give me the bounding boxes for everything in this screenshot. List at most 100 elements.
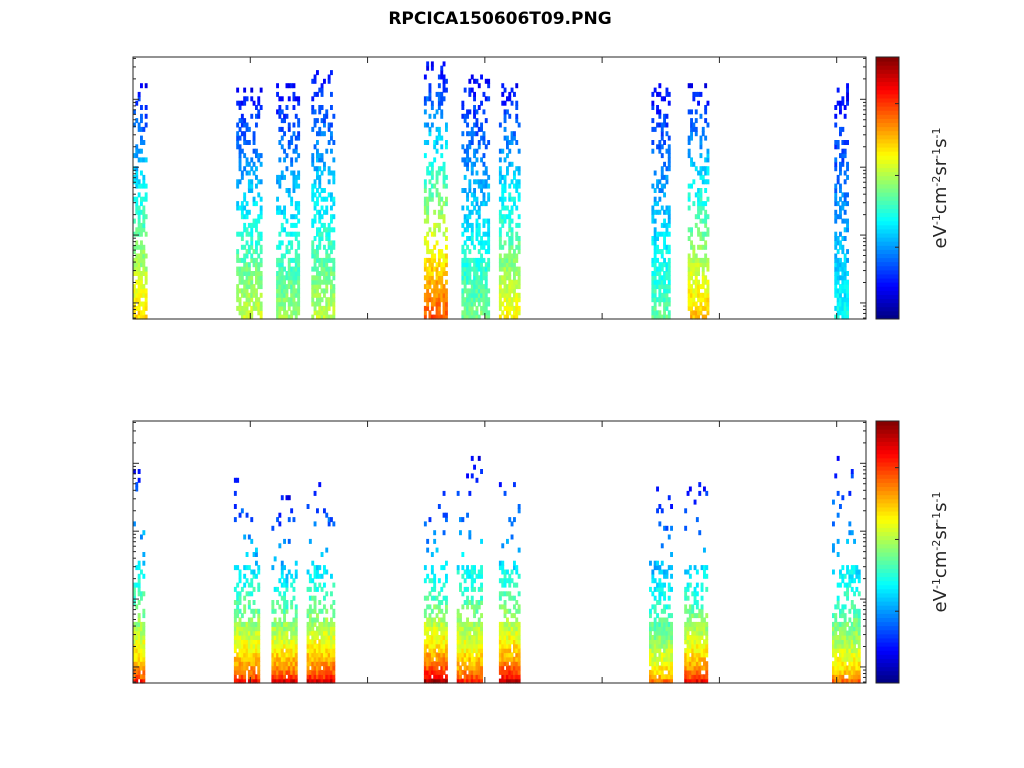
flux-bin: [480, 257, 483, 263]
flux-bin: [442, 183, 446, 189]
flux-bin: [658, 669, 662, 675]
flux-bin: [651, 288, 655, 294]
flux-bin: [278, 639, 282, 645]
flux-bin: [687, 83, 691, 89]
flux-bin: [245, 552, 249, 557]
colorbar-step: [876, 445, 899, 451]
flux-bin: [515, 626, 519, 632]
flux-bin: [510, 161, 514, 167]
flux-bin: [456, 669, 460, 675]
flux-bin: [318, 305, 322, 311]
flux-bin: [423, 656, 427, 662]
flux-bin: [480, 266, 483, 272]
flux-bin: [656, 669, 659, 675]
flux-bin: [477, 573, 481, 579]
flux-bin: [140, 170, 143, 176]
flux-bin: [423, 314, 427, 320]
flux-bin: [653, 669, 657, 675]
flux-bin: [330, 249, 333, 255]
flux-bin: [498, 170, 502, 176]
flux-bin: [313, 192, 317, 198]
flux-bin: [292, 170, 296, 176]
flux-bin: [294, 608, 298, 614]
flux-bin: [245, 279, 249, 285]
flux-bin: [508, 275, 512, 281]
flux-bin: [466, 262, 469, 268]
flux-bin: [846, 87, 849, 93]
flux-bin: [656, 257, 659, 263]
flux-bin: [665, 262, 669, 268]
flux-bin: [653, 170, 657, 176]
flux-bin: [699, 310, 703, 316]
flux-bin: [133, 595, 136, 601]
flux-bin: [318, 661, 322, 667]
flux-bin: [517, 626, 521, 632]
flux-bin: [257, 665, 261, 671]
flux-bin: [445, 314, 448, 320]
flux-bin: [660, 608, 664, 614]
flux-bin: [649, 626, 652, 632]
flux-bin: [440, 249, 444, 255]
flux-bin: [834, 613, 838, 619]
flux-bin: [466, 288, 469, 294]
flux-bin: [437, 643, 441, 649]
flux-bin: [697, 271, 700, 276]
flux-bin: [306, 678, 310, 684]
flux-bin: [435, 310, 439, 316]
flux-bin: [283, 131, 286, 137]
flux-bin: [240, 201, 244, 207]
flux-bin: [142, 573, 146, 579]
flux-bin: [250, 305, 254, 311]
colorbar-step: [876, 637, 899, 643]
flux-bin: [273, 656, 277, 662]
flux-bin: [515, 271, 519, 276]
flux-bin: [280, 253, 284, 259]
flux-bin: [332, 643, 336, 649]
flux-bin: [503, 174, 507, 180]
flux-bin: [313, 310, 317, 316]
flux-bin: [140, 231, 143, 237]
flux-bin: [440, 100, 444, 106]
colorbar-step: [876, 200, 899, 205]
flux-bin: [323, 621, 326, 627]
flux-bin: [651, 310, 655, 316]
flux-bin: [667, 669, 671, 675]
flux-bin: [687, 292, 691, 298]
flux-bin: [330, 105, 333, 110]
flux-bin: [480, 635, 483, 640]
flux-bin: [698, 482, 702, 488]
flux-bin: [510, 613, 514, 619]
flux-bin: [292, 105, 296, 110]
flux-bin: [238, 257, 242, 263]
flux-bin: [428, 604, 432, 610]
flux-bin: [137, 205, 141, 211]
flux-bin: [435, 174, 439, 180]
flux-bin: [698, 608, 702, 614]
flux-bin: [843, 314, 847, 320]
flux-bin: [508, 209, 512, 215]
flux-bin: [482, 275, 486, 281]
flux-bin: [255, 608, 258, 614]
flux-bin: [692, 297, 696, 303]
flux-bin: [839, 188, 842, 193]
flux-bin: [653, 87, 657, 93]
flux-bin: [285, 621, 289, 627]
flux-bin: [332, 244, 336, 250]
flux-bin: [690, 83, 693, 89]
flux-bin: [318, 271, 322, 276]
flux-bin: [135, 118, 139, 124]
flux-bin: [473, 665, 476, 671]
flux-bin: [247, 161, 251, 167]
flux-bin: [693, 621, 697, 627]
flux-bin: [323, 669, 326, 675]
flux-bin: [311, 96, 315, 102]
flux-bin: [473, 131, 476, 137]
flux-bin: [663, 118, 666, 124]
flux-bin: [665, 222, 669, 228]
flux-bin: [426, 244, 430, 250]
flux-bin: [435, 661, 439, 667]
flux-bin: [456, 665, 460, 671]
flux-bin: [686, 674, 690, 680]
flux-bin: [133, 301, 136, 307]
flux-bin: [292, 292, 296, 298]
